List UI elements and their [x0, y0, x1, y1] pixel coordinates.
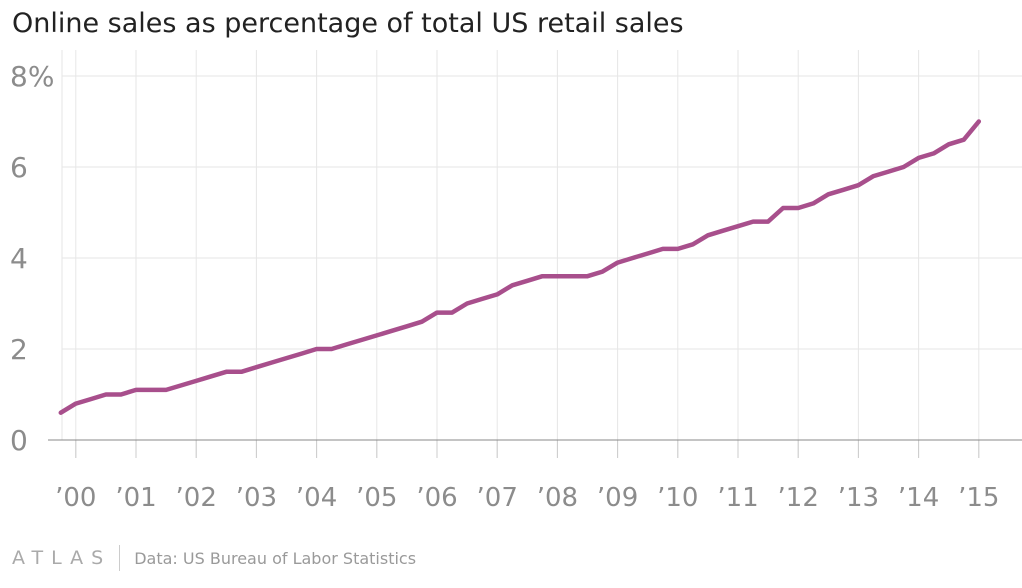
- x-tick-label: ’10: [657, 483, 698, 513]
- series-group: [58, 119, 982, 415]
- y-tick-label: 0: [10, 424, 28, 457]
- x-gridlines: [61, 50, 980, 458]
- x-tick-label: ’06: [416, 483, 457, 513]
- x-tick-label: ’04: [296, 483, 337, 513]
- y-gridlines: [62, 75, 1022, 350]
- atlas-logo: ATLAS: [12, 547, 112, 569]
- x-tick-label: ’13: [838, 483, 879, 513]
- x-tick-label: ’00: [55, 483, 96, 513]
- chart-title: Online sales as percentage of total US r…: [12, 8, 684, 39]
- footer-divider: [119, 545, 121, 571]
- x-tick-label: ’08: [537, 483, 578, 513]
- y-tick-labels: 0 2 4 6 8%: [10, 60, 54, 457]
- data-source: Data: US Bureau of Labor Statistics: [134, 548, 417, 568]
- y-tick-label: 2: [10, 333, 28, 366]
- x-tick-label: ’09: [597, 483, 638, 513]
- x-tick-label: ’05: [356, 483, 397, 513]
- x-tick-label: ’11: [717, 483, 758, 513]
- chart-footer: ATLAS Data: US Bureau of Labor Statistic…: [12, 544, 416, 572]
- x-tick-label: ’02: [176, 483, 217, 513]
- y-tick-label: 4: [10, 242, 28, 275]
- x-tick-label: ’03: [236, 483, 277, 513]
- x-tick-label: ’07: [477, 483, 518, 513]
- x-tick-label: ’12: [778, 483, 819, 513]
- y-tick-label: 8%: [10, 60, 54, 93]
- x-tick-label: ’01: [115, 483, 156, 513]
- series-line: [58, 119, 982, 415]
- x-tick-labels: ’00 ’01 ’02 ’03 ’04 ’05 ’06 ’07 ’08 ’09 ’10 ’11 ’12 ’…: [55, 483, 999, 513]
- y-tick-label: 6: [10, 151, 28, 184]
- x-tick-label: ’15: [958, 483, 999, 513]
- x-tick-label: ’14: [898, 483, 939, 513]
